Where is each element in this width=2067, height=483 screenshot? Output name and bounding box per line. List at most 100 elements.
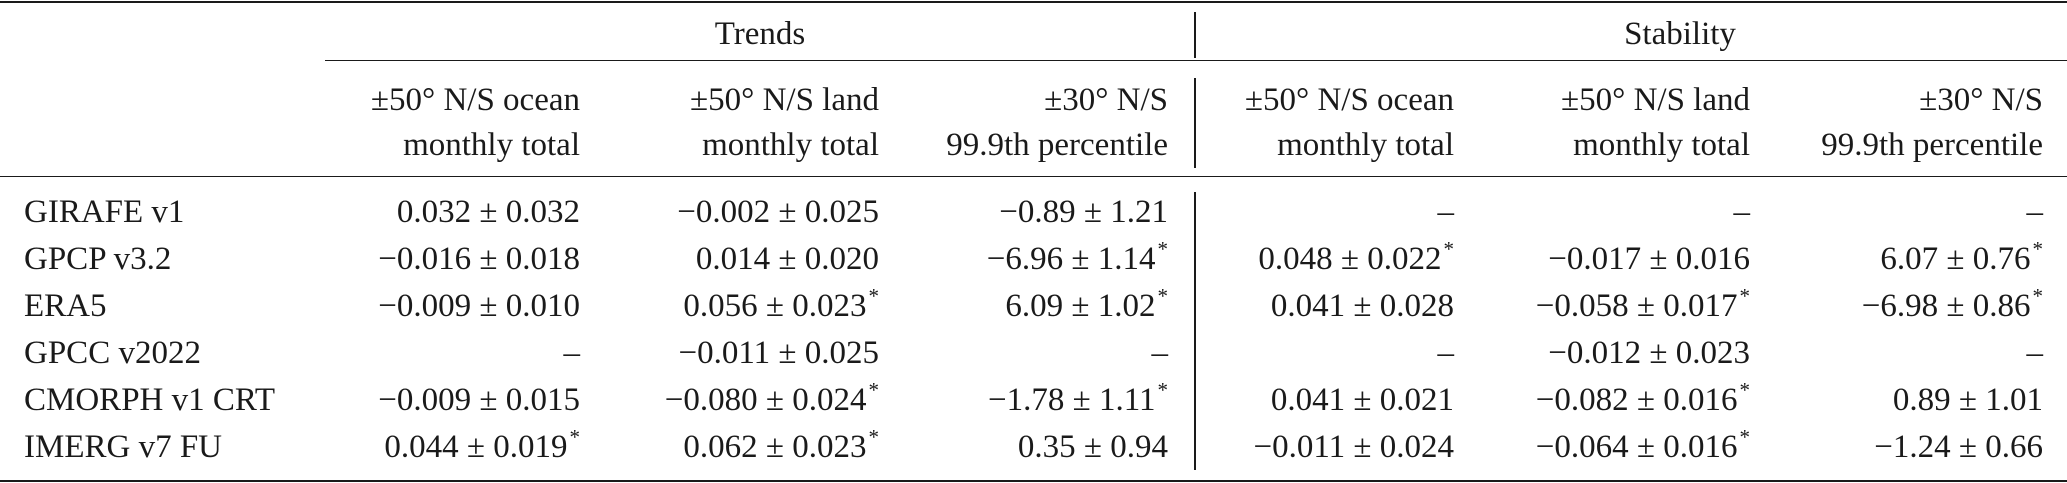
cell-value: 0.032 ± 0.032: [396, 194, 580, 230]
significance-marker: *: [1157, 284, 1169, 308]
row-label: GPCC v2022: [24, 335, 201, 371]
significance-marker: *: [1739, 425, 1751, 449]
cell-value: –: [1437, 335, 1455, 371]
cell-value: –: [1151, 335, 1169, 371]
column-header-line2: monthly total: [1277, 127, 1454, 163]
group-header-trends: Trends: [714, 16, 806, 52]
cell-value: 0.89 ± 1.01: [1892, 382, 2043, 418]
table-cell: 0.062 ± 0.023*: [579, 427, 879, 465]
significance-marker: *: [1157, 378, 1169, 402]
column-header: ±50° N/S ocean monthly total: [280, 78, 580, 168]
column-header-line2: monthly total: [1573, 127, 1750, 163]
cell-value: −0.017 ± 0.016: [1548, 241, 1750, 277]
table-cell: −0.017 ± 0.016: [1450, 243, 1750, 276]
cell-value: 0.048 ± 0.022: [1258, 241, 1442, 277]
cell-value: 0.044 ± 0.019: [384, 429, 568, 465]
cell-value: 0.041 ± 0.028: [1270, 288, 1454, 324]
table-cell: −0.064 ± 0.016*: [1450, 427, 1750, 465]
table-cell: –: [1450, 194, 1751, 230]
cell-value: −0.89 ± 1.21: [999, 194, 1168, 230]
column-header-line2: 99.9th percentile: [1821, 127, 2043, 163]
cell-value: 0.35 ± 0.94: [1017, 429, 1168, 465]
table-cell: −6.98 ± 0.86*: [1743, 286, 2043, 324]
table-cell: −0.009 ± 0.015: [280, 384, 580, 417]
table-cell: 0.041 ± 0.021: [1154, 384, 1454, 417]
column-header: ±30° N/S 99.9th percentile: [1743, 78, 2043, 168]
cell-value: −0.009 ± 0.010: [378, 288, 580, 324]
group-header-stability: Stability: [1624, 16, 1736, 52]
cell-value: 0.056 ± 0.023: [683, 288, 867, 324]
table-cell: −0.016 ± 0.018: [280, 243, 580, 276]
column-header-line2: 99.9th percentile: [946, 127, 1168, 163]
group-divider-body: [1194, 192, 1196, 470]
group-divider-columns: [1194, 78, 1196, 168]
table-cell: −0.012 ± 0.023: [1450, 337, 1750, 370]
cell-value: 6.09 ± 1.02: [1005, 288, 1156, 324]
significance-marker: *: [1739, 284, 1751, 308]
cell-value: −6.96 ± 1.14: [986, 241, 1156, 277]
table-cell: −0.011 ± 0.025: [579, 337, 880, 370]
table-top-rule: [0, 1, 2067, 3]
column-header-line1: ±50° N/S land: [690, 82, 879, 118]
significance-marker: *: [1443, 237, 1455, 261]
column-header-line1: ±30° N/S: [1919, 82, 2043, 118]
cell-value: −0.058 ± 0.017: [1535, 288, 1738, 324]
row-label: ERA5: [24, 288, 107, 324]
significance-marker: *: [868, 284, 880, 308]
significance-marker: *: [1739, 378, 1751, 402]
column-header-line1: ±30° N/S: [1044, 82, 1168, 118]
table-cell: 0.89 ± 1.01: [1743, 384, 2043, 417]
row-label: CMORPH v1 CRT: [24, 382, 276, 418]
row-label: IMERG v7 FU: [24, 429, 223, 465]
cell-value: −0.082 ± 0.016: [1535, 382, 1738, 418]
table-cell: −0.080 ± 0.024*: [579, 380, 879, 418]
header-bottom-rule: [0, 176, 2067, 177]
group-header-rule: [325, 60, 2067, 61]
significance-marker: *: [868, 378, 880, 402]
column-header-line1: ±50° N/S land: [1561, 82, 1750, 118]
column-header: ±50° N/S land monthly total: [579, 78, 879, 168]
cell-value: 0.062 ± 0.023: [683, 429, 867, 465]
cell-value: −1.24 ± 0.66: [1874, 429, 2043, 465]
table-bottom-rule: [0, 480, 2067, 482]
row-label: GPCP v3.2: [24, 241, 172, 277]
column-header-line1: ±50° N/S ocean: [1244, 82, 1454, 118]
table-cell: –: [1743, 337, 2044, 370]
table-cell: −6.96 ± 1.14*: [868, 239, 1168, 277]
table-cell: 6.09 ± 1.02*: [868, 286, 1168, 324]
table-cell: −0.011 ± 0.024: [1154, 429, 1455, 465]
table-cell: −0.009 ± 0.010: [280, 290, 580, 323]
cell-value: –: [2026, 194, 2044, 230]
cell-value: −0.016 ± 0.018: [378, 241, 580, 277]
table-cell: −0.058 ± 0.017*: [1450, 286, 1750, 324]
significance-marker: *: [569, 425, 581, 449]
cell-value: −0.012 ± 0.023: [1548, 335, 1750, 371]
cell-value: –: [1437, 194, 1455, 230]
table-cell: –: [280, 337, 581, 370]
table-cell: 0.048 ± 0.022*: [1154, 239, 1454, 277]
table-cell: 6.07 ± 0.76*: [1743, 239, 2043, 277]
cell-value: −0.064 ± 0.016: [1535, 429, 1738, 465]
table-cell: 0.35 ± 0.94: [868, 431, 1168, 464]
table-cell: −0.082 ± 0.016*: [1450, 380, 1750, 418]
column-header: ±50° N/S ocean monthly total: [1154, 78, 1454, 168]
table-cell: 0.032 ± 0.032: [280, 196, 580, 229]
table-cell: –: [1743, 194, 2044, 230]
cell-value: −0.002 ± 0.025: [677, 194, 879, 230]
table-cell: −1.24 ± 0.66: [1743, 431, 2043, 464]
cell-value: –: [1733, 194, 1751, 230]
table-cell: −1.78 ± 1.11*: [868, 380, 1168, 417]
cell-value: −0.080 ± 0.024: [664, 382, 867, 418]
column-header: ±50° N/S land monthly total: [1450, 78, 1750, 168]
table-cell: 0.041 ± 0.028: [1154, 290, 1454, 323]
column-header: ±30° N/S 99.9th percentile: [868, 78, 1168, 168]
table-cell: −0.89 ± 1.21: [868, 196, 1168, 229]
significance-marker: *: [868, 425, 880, 449]
table-cell: 0.014 ± 0.020: [579, 243, 879, 276]
cell-value: 6.07 ± 0.76: [1880, 241, 2031, 277]
cell-value: −6.98 ± 0.86: [1861, 288, 2031, 324]
column-header-line1: ±50° N/S ocean: [370, 82, 580, 118]
significance-marker: *: [2032, 284, 2044, 308]
column-header-line2: monthly total: [403, 127, 580, 163]
cell-value: −0.011 ± 0.024: [1253, 429, 1455, 465]
